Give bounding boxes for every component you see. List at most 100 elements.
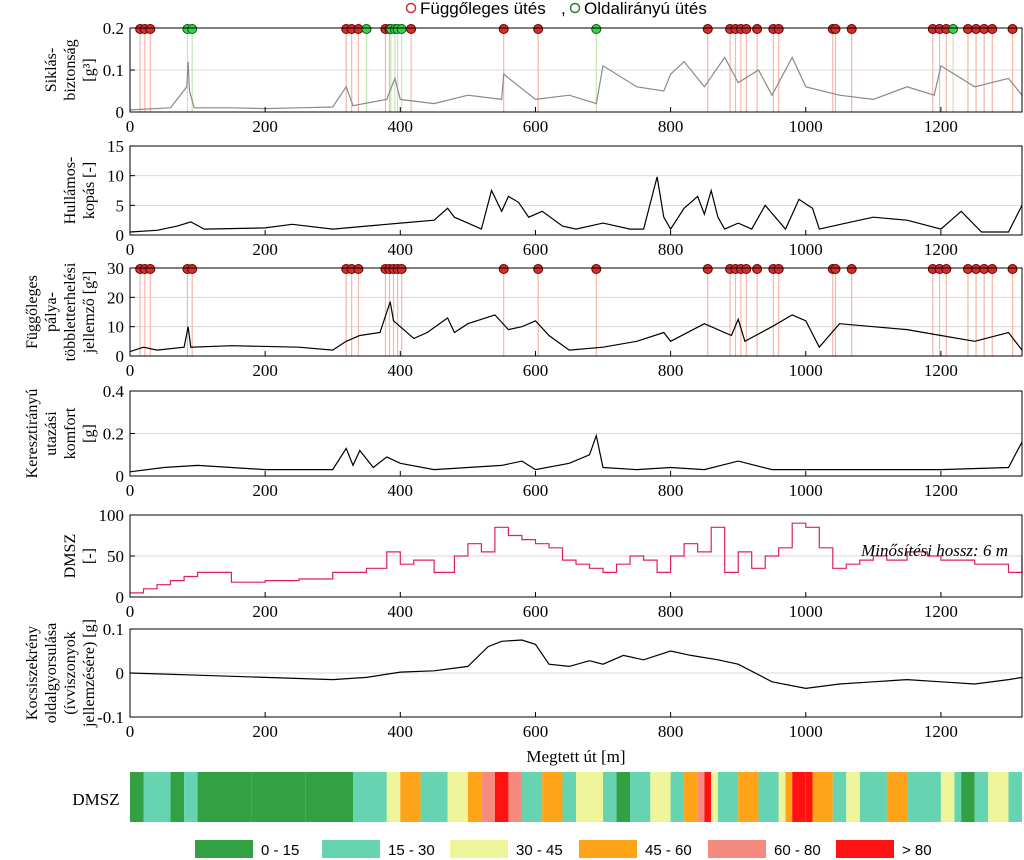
vertical-hit-marker bbox=[830, 24, 841, 34]
legend-separator: , bbox=[561, 0, 566, 18]
y-tick-label: 0 bbox=[116, 467, 125, 486]
x-tick-label: 600 bbox=[523, 240, 549, 259]
y-tick-label: 0.1 bbox=[103, 61, 124, 80]
rating-segment bbox=[711, 772, 718, 822]
y-axis-label: [g³] bbox=[81, 58, 98, 81]
x-tick-label: 1200 bbox=[924, 481, 958, 500]
rating-segment bbox=[542, 772, 563, 822]
x-tick-label: 200 bbox=[252, 722, 278, 741]
panel-p6: -0.100.10 200 400 600 800 1000 1200Kocsiszekré… bbox=[24, 619, 1023, 741]
vertical-hit-marker bbox=[1007, 264, 1018, 274]
x-tick-label: 0 bbox=[126, 240, 135, 259]
x-tick-label: 1200 bbox=[924, 602, 958, 621]
vertical-hit-marker bbox=[741, 264, 752, 274]
vertical-hit-legend-marker bbox=[405, 2, 417, 14]
y-tick-label: 0 bbox=[116, 347, 125, 366]
rating-legend-label: > 80 bbox=[902, 842, 932, 859]
x-tick-label: 1200 bbox=[924, 117, 958, 136]
rating-legend-label: 45 - 60 bbox=[645, 842, 692, 859]
x-tick-label: 400 bbox=[388, 117, 414, 136]
rating-segment bbox=[521, 772, 543, 822]
y-axis-label: Kocsiszekrény bbox=[24, 626, 41, 720]
y-axis-label: kopás [-] bbox=[81, 162, 98, 219]
x-tick-label: 400 bbox=[388, 722, 414, 741]
rating-segment bbox=[832, 772, 847, 822]
rating-segment bbox=[197, 772, 252, 822]
rating-segment bbox=[907, 772, 941, 822]
x-tick-label: 800 bbox=[658, 602, 684, 621]
rating-segment bbox=[717, 772, 739, 822]
y-axis-label: DMSZ bbox=[62, 534, 79, 578]
x-tick-label: 1000 bbox=[789, 361, 823, 380]
y-axis-label: (ívviszonyok bbox=[62, 631, 79, 715]
rating-segment bbox=[846, 772, 860, 822]
y-tick-label: 10 bbox=[107, 167, 124, 186]
rating-segment bbox=[251, 772, 306, 822]
x-tick-label: 1200 bbox=[924, 722, 958, 741]
lateral-hit-marker bbox=[187, 24, 198, 34]
rating-segment bbox=[812, 772, 833, 822]
y-tick-label: 15 bbox=[107, 137, 124, 156]
rating-segment bbox=[562, 772, 576, 822]
y-tick-label: 0 bbox=[116, 664, 125, 683]
x-tick-label: 200 bbox=[252, 481, 278, 500]
vertical-hit-marker bbox=[353, 264, 364, 274]
y-tick-label: 50 bbox=[107, 547, 124, 566]
x-tick-label: 0 bbox=[126, 481, 135, 500]
panel-p3: 0 10 20 30 0 200 400 600 800 1000 1200 Függőleges pá… bbox=[24, 259, 1023, 380]
rating-segment bbox=[1008, 772, 1022, 822]
rating-segment bbox=[697, 772, 705, 822]
vertical-hit-marker bbox=[987, 24, 998, 34]
rating-segment bbox=[792, 772, 806, 822]
rating-legend-label: 60 - 80 bbox=[774, 842, 821, 859]
x-tick-label: 200 bbox=[252, 117, 278, 136]
lateral-hit-marker bbox=[396, 24, 407, 34]
y-tick-label: 0 bbox=[116, 103, 125, 122]
x-axis-label: Megtett út [m] bbox=[526, 747, 625, 766]
rating-legend: 0 - 15 15 - 30 30 - 45 45 - 60 60 - 80 > 80 bbox=[195, 840, 932, 859]
x-tick-label: 200 bbox=[252, 361, 278, 380]
x-tick-label: 400 bbox=[388, 240, 414, 259]
hit-legend: Függőleges ütés, Oldalirányú ütés bbox=[405, 0, 707, 18]
rating-legend-swatch bbox=[322, 840, 380, 858]
rating-segment bbox=[603, 772, 617, 822]
y-axis-label: oldalgyorsulása bbox=[43, 623, 60, 723]
vertical-hit-marker bbox=[145, 24, 156, 34]
vertical-hit-marker bbox=[941, 264, 952, 274]
rating-segment bbox=[670, 772, 685, 822]
y-tick-label: 30 bbox=[107, 259, 124, 278]
rating-segment bbox=[130, 772, 144, 822]
y-tick-label: 0.4 bbox=[103, 382, 125, 401]
rating-segment bbox=[805, 772, 813, 822]
vertical-hit-legend-label: Függőleges ütés bbox=[420, 0, 546, 18]
x-tick-label: 1200 bbox=[924, 361, 958, 380]
vertical-hit-marker bbox=[830, 264, 841, 274]
x-tick-label: 1000 bbox=[789, 240, 823, 259]
lateral-hit-marker bbox=[361, 24, 372, 34]
lateral-hit-marker bbox=[591, 24, 602, 34]
rating-segment bbox=[684, 772, 698, 822]
vertical-hit-marker bbox=[987, 264, 998, 274]
rating-segment bbox=[420, 772, 448, 822]
vertical-hit-marker bbox=[702, 24, 713, 34]
rating-segment bbox=[616, 772, 631, 822]
vertical-hit-marker bbox=[396, 264, 407, 274]
y-axis-label: [g] bbox=[81, 424, 98, 443]
rating-segment bbox=[467, 772, 482, 822]
y-axis-label: komfort bbox=[62, 407, 79, 459]
chart-panels: 00.10.20 200 400 600 800 1000 1200Siklás-bizto… bbox=[24, 19, 1023, 741]
x-tick-label: 600 bbox=[523, 361, 549, 380]
vertical-hit-marker bbox=[187, 264, 198, 274]
rating-segment bbox=[738, 772, 759, 822]
x-tick-label: 1000 bbox=[789, 481, 823, 500]
rating-strip-label: DMSZ bbox=[72, 790, 119, 809]
y-axis-label: Függőleges bbox=[24, 275, 41, 349]
series-line-p3 bbox=[129, 301, 1023, 353]
x-tick-label: 600 bbox=[523, 602, 549, 621]
rating-segment bbox=[859, 772, 887, 822]
panel-p2: 0 5 10 15 0 200 400 600 800 1000 1200 Hullámos-kopá… bbox=[62, 137, 1023, 259]
vertical-hit-marker bbox=[741, 24, 752, 34]
vertical-hit-marker bbox=[773, 24, 784, 34]
rating-segment bbox=[974, 772, 989, 822]
